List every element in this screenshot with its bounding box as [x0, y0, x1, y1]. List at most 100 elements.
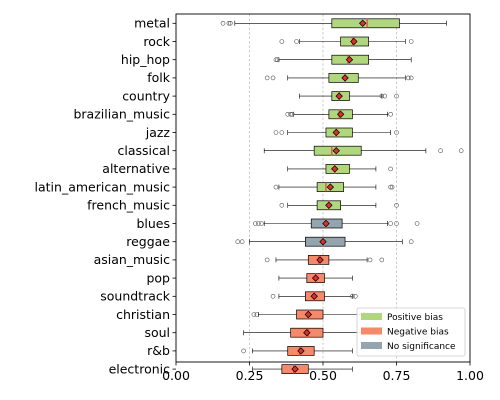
box-asian-music	[264, 255, 385, 265]
box-soul	[243, 327, 371, 338]
box-hip-hop	[273, 54, 412, 65]
y-tick-label-alternative: alternative	[102, 161, 170, 176]
mean-marker-pop	[311, 274, 320, 282]
y-tick-label-rock: rock	[143, 34, 170, 49]
outlier-reggae-0	[235, 239, 241, 244]
box-country	[299, 91, 399, 101]
y-tick-label-hip-hop: hip_hop	[121, 52, 170, 67]
box-rock	[279, 36, 414, 47]
box-folk	[264, 73, 414, 83]
outlier-rock-0	[279, 39, 285, 44]
outlier-hip-hop-1	[275, 57, 280, 63]
mean-marker-randb	[297, 347, 305, 355]
box-french-music	[279, 200, 399, 211]
legend-swatch-positive	[361, 313, 382, 320]
outlier-latin-american-music-2	[389, 184, 395, 190]
box-alternative	[287, 164, 393, 174]
y-tick-label-randb: r&b	[147, 343, 170, 358]
x-tick-label-4: 1.00	[456, 368, 484, 383]
legend: Positive bias Negative bias No significanc…	[356, 307, 466, 357]
x-tick-label-3: 0.75	[383, 368, 411, 383]
outlier-reggae-2	[408, 239, 414, 244]
outlier-country-0	[379, 93, 385, 99]
box-jazz	[273, 127, 399, 138]
mean-marker-country	[335, 92, 343, 100]
legend-swatch-none	[361, 342, 382, 349]
box-pop	[278, 273, 353, 283]
outlier-blues-1	[256, 221, 261, 226]
x-axis: 0.00 0.25 0.50 0.75 1.00	[162, 362, 484, 383]
mean-marker-soundtrack	[310, 292, 318, 300]
outlier-soundtrack-1	[350, 293, 355, 299]
outlier-alternative-0	[388, 166, 393, 172]
outlier-folk-2	[405, 75, 411, 81]
outlier-christian-1	[254, 312, 260, 317]
outlier-classical-0	[438, 148, 443, 153]
y-tick-label-folk: folk	[147, 70, 171, 85]
outlier-blues-3	[388, 221, 393, 226]
outlier-french-music-0	[279, 203, 285, 208]
outlier-folk-1	[270, 75, 276, 81]
mean-marker-folk	[341, 74, 349, 82]
y-tick-label-brazilian-music: brazilian_music	[73, 107, 170, 122]
mean-marker-rock	[350, 37, 358, 46]
mean-marker-electronic	[291, 365, 299, 373]
legend-swatch-negative	[361, 327, 382, 335]
outlier-asian-music-0	[264, 257, 270, 263]
outlier-rock-1	[294, 39, 299, 44]
y-tick-label-asian-music: asian_music	[94, 252, 171, 267]
box-christian	[251, 309, 365, 320]
reference-lines	[249, 14, 397, 362]
outlier-soundtrack-0	[270, 293, 276, 299]
outlier-rock-2	[408, 39, 414, 44]
outlier-randb-0	[241, 348, 246, 354]
mean-marker-classical	[332, 147, 340, 155]
outlier-blues-2	[258, 221, 264, 226]
outlier-metal-0	[220, 20, 226, 26]
outlier-blues-5	[414, 221, 420, 226]
y-tick-label-blues: blues	[136, 216, 170, 231]
outlier-jazz-2	[394, 130, 399, 135]
y-tick-label-jazz: jazz	[145, 125, 171, 140]
mean-marker-blues	[322, 219, 330, 228]
y-tick-label-pop: pop	[146, 270, 170, 285]
mean-marker-soul	[303, 329, 311, 337]
box-brazilian-music	[285, 109, 393, 120]
y-tick-label-country: country	[122, 88, 170, 103]
outlier-asian-music-1	[367, 257, 373, 263]
y-tick-label-classical: classical	[117, 143, 170, 158]
y-tick-label-latin-american-music: latin_american_music	[35, 179, 171, 194]
legend-label-positive: Positive bias	[387, 313, 443, 323]
mean-marker-asian-music	[316, 256, 324, 264]
y-tick-label-christian: christian	[116, 307, 170, 322]
y-tick-label-french-music: french_music	[87, 198, 170, 213]
outlier-jazz-0	[273, 130, 279, 135]
legend-frame	[356, 307, 466, 357]
y-tick-label-electronic: electronic	[109, 361, 171, 376]
box-classical	[263, 145, 464, 156]
outlier-hip-hop-0	[273, 57, 279, 63]
outlier-country-1	[382, 93, 388, 99]
box-reggae	[235, 236, 414, 247]
outlier-brazilian-music-2	[289, 112, 295, 117]
y-tick-label-reggae: reggae	[126, 234, 170, 249]
x-tick-label-1: 0.25	[236, 368, 264, 383]
outlier-christian-0	[251, 312, 257, 317]
outlier-french-music-1	[394, 203, 399, 208]
mean-marker-reggae	[319, 238, 327, 246]
box-blues	[253, 218, 420, 229]
outlier-brazilian-music-1	[288, 112, 293, 117]
box-electronic	[252, 364, 353, 374]
outlier-latin-american-music-1	[388, 184, 393, 190]
outlier-metal-1	[226, 20, 232, 26]
mean-marker-hip-hop	[345, 56, 354, 64]
outlier-blues-4	[394, 221, 399, 226]
box-randb	[241, 346, 353, 356]
outlier-classical-1	[458, 148, 464, 153]
outlier-brazilian-music-3	[388, 112, 393, 117]
outlier-latin-american-music-0	[273, 184, 279, 190]
mean-marker-jazz	[332, 128, 340, 137]
mean-marker-french-music	[325, 201, 333, 209]
